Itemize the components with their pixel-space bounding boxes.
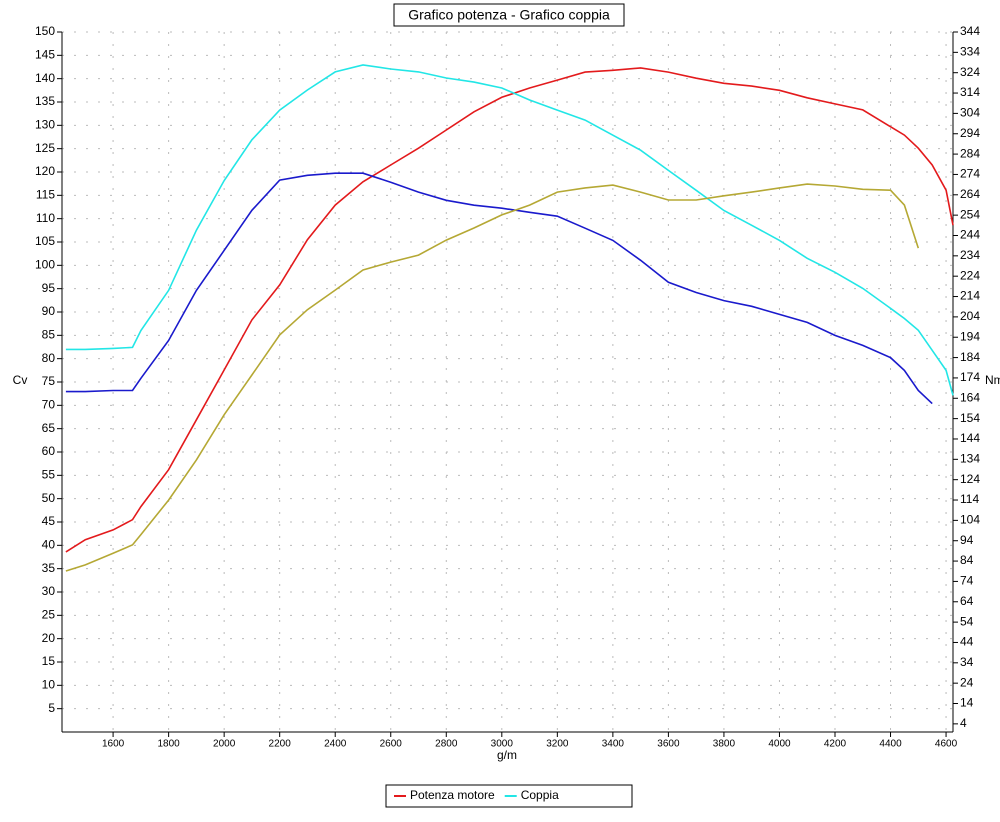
- y-tick-label: 105: [35, 234, 55, 248]
- y2-tick-label: 114: [960, 492, 979, 506]
- y2-tick-label: 334: [960, 45, 980, 59]
- series-line: [65, 183, 920, 572]
- y2-tick-label: 174: [960, 370, 980, 384]
- y-tick-label: 85: [42, 328, 56, 342]
- y-tick-label: 140: [35, 71, 55, 85]
- x-tick-label: 2000: [213, 739, 236, 750]
- y-tick-label: 125: [35, 141, 55, 155]
- x-tick-label: 3200: [546, 739, 569, 750]
- y-tick-label: 65: [42, 421, 56, 435]
- y2-tick-label: 194: [960, 329, 980, 343]
- y2-tick-label: 124: [960, 472, 980, 486]
- y2-tick-label: 304: [960, 106, 980, 120]
- y2-tick-label: 314: [960, 85, 980, 99]
- x-tick-label: 4200: [824, 739, 847, 750]
- y2-tick-label: 284: [960, 146, 980, 160]
- y-tick-label: 40: [42, 538, 56, 552]
- y2-tick-label: 224: [960, 268, 980, 282]
- y2-tick-label: 214: [960, 289, 980, 303]
- y-tick-label: 115: [36, 188, 55, 202]
- y2-tick-label: 294: [960, 126, 980, 140]
- x-tick-label: 3400: [602, 739, 625, 750]
- legend-label: Coppia: [521, 788, 559, 802]
- y2-tick-label: 104: [960, 513, 980, 527]
- x-tick-label: 3800: [713, 739, 736, 750]
- y-tick-label: 100: [35, 258, 55, 272]
- y-tick-label: 20: [42, 631, 56, 645]
- y2-tick-label: 4: [960, 716, 967, 730]
- y2-tick-label: 274: [960, 167, 980, 181]
- y-tick-label: 35: [42, 561, 56, 575]
- y-tick-label: 50: [42, 491, 56, 505]
- y-tick-label: 10: [42, 678, 56, 692]
- y-tick-label: 70: [42, 398, 56, 412]
- x-tick-label: 4600: [935, 739, 958, 750]
- y-tick-label: 130: [35, 118, 55, 132]
- y2-tick-label: 234: [960, 248, 980, 262]
- y2-tick-label: 24: [960, 675, 974, 689]
- y2-tick-label: 54: [960, 614, 974, 628]
- x-tick-label: 4000: [768, 739, 791, 750]
- y-tick-label: 60: [42, 444, 56, 458]
- y2-tick-label: 264: [960, 187, 980, 201]
- y2-tick-label: 254: [960, 207, 980, 221]
- y2-tick-label: 84: [960, 553, 974, 567]
- y-tick-label: 25: [42, 608, 56, 622]
- y2-tick-label: 154: [960, 411, 980, 425]
- y-tick-label: 30: [42, 584, 56, 598]
- x-tick-label: 1800: [157, 739, 180, 750]
- y2-tick-label: 14: [960, 696, 974, 710]
- x-tick-label: 3000: [491, 739, 514, 750]
- y2-tick-label: 164: [960, 390, 980, 404]
- y-tick-label: 145: [35, 48, 55, 62]
- legend-label: Potenza motore: [410, 788, 495, 802]
- y2-tick-label: 34: [960, 655, 974, 669]
- x-tick-label: 2800: [435, 739, 458, 750]
- x-tick-label: 2400: [324, 739, 347, 750]
- y-tick-label: 110: [36, 211, 55, 225]
- x-tick-label: 2200: [269, 739, 292, 750]
- y-tick-label: 95: [42, 281, 56, 295]
- y-tick-label: 120: [35, 164, 55, 178]
- y2-tick-label: 204: [960, 309, 980, 323]
- y2-tick-label: 74: [960, 574, 974, 588]
- y2-tick-label: 94: [960, 533, 974, 547]
- y2-tick-label: 324: [960, 65, 980, 79]
- y2-tick-label: 184: [960, 350, 980, 364]
- y2-tick-label: 244: [960, 228, 980, 242]
- y2-tick-label: 144: [960, 431, 980, 445]
- y-tick-label: 75: [42, 374, 56, 388]
- x-tick-label: 1600: [102, 739, 125, 750]
- x-axis-label: g/m: [497, 748, 517, 762]
- series-line: [65, 64, 954, 396]
- y2-tick-label: 344: [960, 24, 980, 38]
- y2-tick-label: 134: [960, 451, 980, 465]
- title-box: [393, 3, 625, 27]
- y-tick-label: 5: [48, 701, 55, 715]
- y-tick-label: 15: [42, 654, 56, 668]
- y-tick-label: 45: [42, 514, 56, 528]
- x-tick-label: 3600: [657, 739, 680, 750]
- y-tick-label: 55: [42, 468, 56, 482]
- y-tick-label: 80: [42, 351, 56, 365]
- series-line: [65, 67, 954, 553]
- y-tick-label: 150: [35, 24, 55, 38]
- y2-axis-label: Nm: [985, 373, 1000, 387]
- chart-title: Grafico potenza - Grafico coppia: [408, 7, 610, 23]
- series-line: [65, 172, 933, 405]
- y2-tick-label: 44: [960, 635, 974, 649]
- x-tick-label: 4400: [879, 739, 902, 750]
- y-tick-label: 135: [35, 94, 55, 108]
- y-tick-label: 90: [42, 304, 56, 318]
- y2-tick-label: 64: [960, 594, 974, 608]
- x-tick-label: 2600: [380, 739, 403, 750]
- y-axis-label: Cv: [13, 373, 28, 387]
